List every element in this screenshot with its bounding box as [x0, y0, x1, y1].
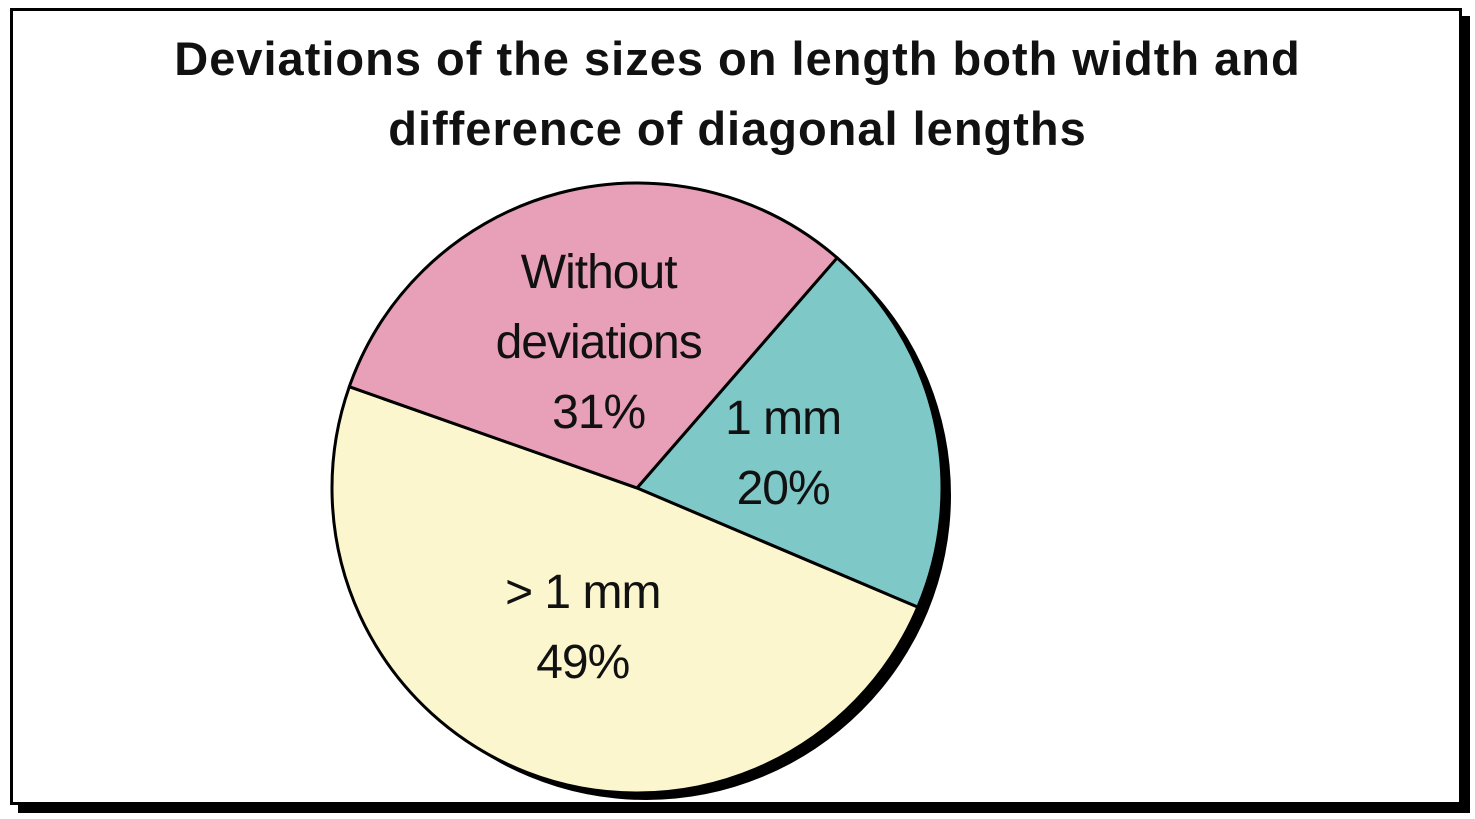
- slice-value: 20%: [736, 462, 831, 516]
- slice-label: 1 mm 20%: [648, 384, 918, 524]
- pie-slice: [347, 181, 839, 490]
- slice-category: > 1 mm: [505, 565, 661, 619]
- slice-value: 49%: [536, 635, 630, 689]
- chart-title: Deviations of the sizes on length both w…: [174, 32, 1301, 155]
- slice-category: Without deviations: [495, 245, 703, 369]
- pie-slice: [330, 385, 920, 795]
- slice-value: 31%: [552, 385, 646, 439]
- slice-label: > 1 mm 49%: [448, 558, 718, 698]
- slice-label: Without deviations 31%: [464, 238, 734, 448]
- slice-category: 1 mm: [725, 392, 842, 446]
- title-box: Deviations of the sizes on length both w…: [0, 24, 1475, 164]
